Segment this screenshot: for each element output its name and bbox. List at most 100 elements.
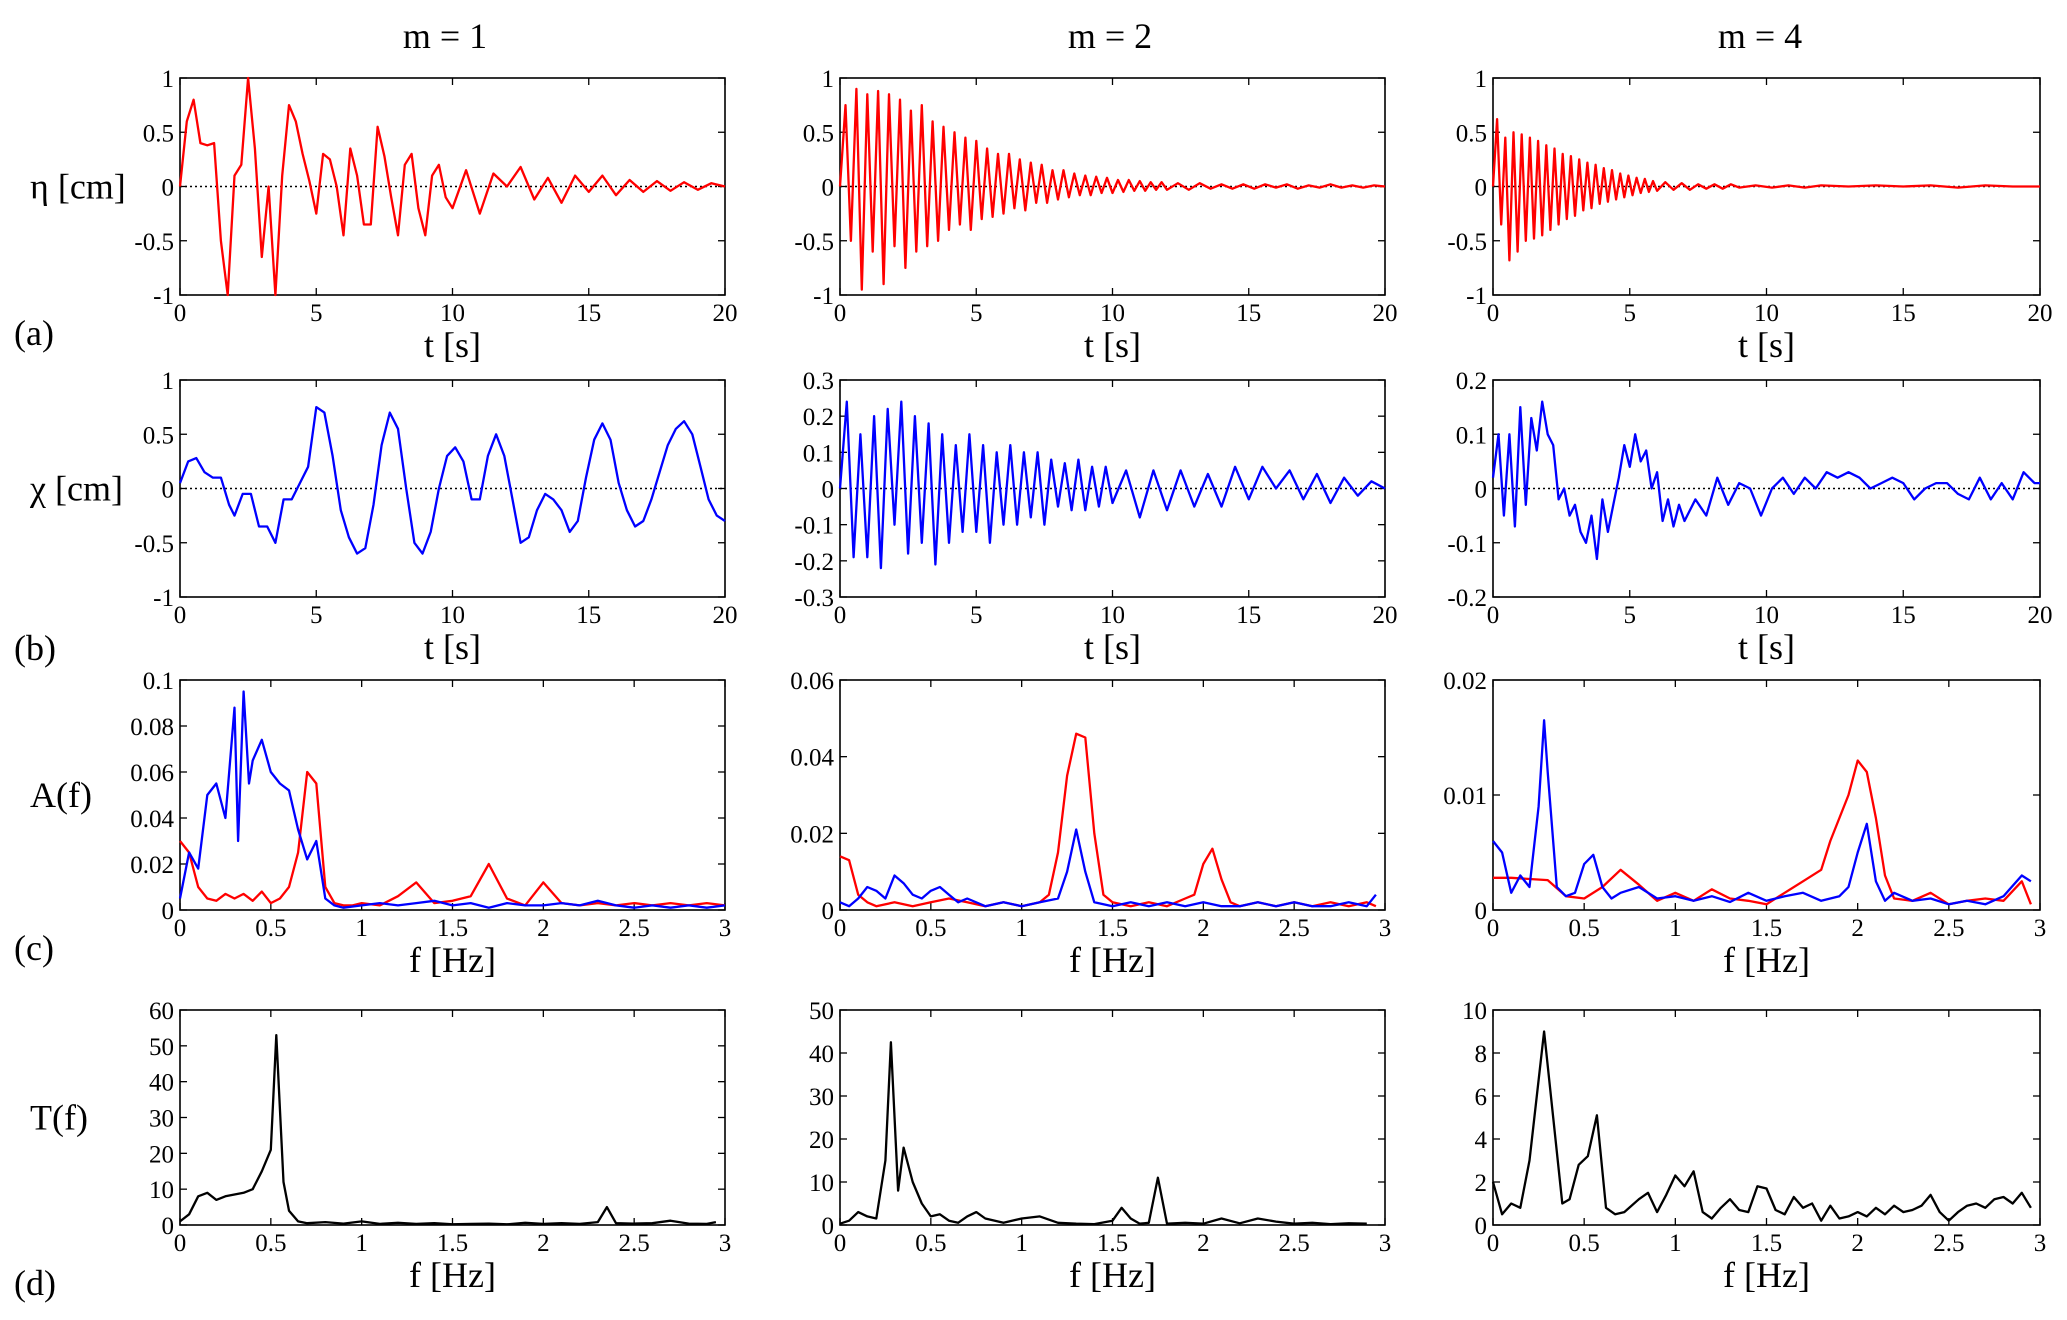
- x-tick-label: 5: [310, 602, 323, 629]
- y-tick-label: 1: [162, 368, 175, 395]
- y-tick-label: -0.5: [134, 229, 174, 256]
- x-tick-label: 1: [355, 915, 368, 942]
- x-tick-label: 2: [537, 915, 550, 942]
- x-tick-label: 0: [174, 1230, 187, 1257]
- x-tick-label: 5: [970, 300, 983, 327]
- x-tick-label: 0: [174, 602, 187, 629]
- x-tick-label: 10: [440, 300, 465, 327]
- x-tick-label: 0.5: [915, 1230, 946, 1257]
- x-tick-label: 20: [1373, 300, 1398, 327]
- series-line-χ: [838, 400, 1386, 570]
- y-tick-label: 0: [822, 477, 835, 504]
- series-line-T: [179, 1033, 717, 1226]
- row-label-b: (b): [14, 628, 56, 668]
- panel-a1: 0 5 10 15 20 -1 -0.5 0 0.5 1 t [s] η [cm]: [30, 66, 738, 365]
- x-tick-label: 15: [576, 602, 601, 629]
- y-tick-label: 0.01: [1443, 783, 1487, 810]
- y-tick-label: 0.02: [130, 852, 174, 879]
- x-axis-label: f [Hz]: [1723, 1255, 1810, 1295]
- x-tick-label: 5: [1624, 602, 1637, 629]
- y-tick-label: 0: [1475, 898, 1488, 925]
- series-line-χ: [1491, 400, 2040, 561]
- x-tick-label: 0: [834, 602, 847, 629]
- y-tick-label: -0.5: [1447, 229, 1487, 256]
- x-tick-label: 15: [1891, 300, 1916, 327]
- x-tick-label: 10: [1754, 300, 1779, 327]
- x-axis-label: f [Hz]: [409, 1255, 496, 1295]
- x-tick-label: 20: [2028, 300, 2053, 327]
- y-tick-label: 0.5: [1456, 120, 1487, 147]
- x-tick-label: 3: [2034, 915, 2047, 942]
- x-tick-label: 20: [713, 300, 738, 327]
- y-tick-label: 60: [149, 998, 174, 1025]
- plot-frame: [1492, 379, 2041, 598]
- x-axis-label: f [Hz]: [1069, 940, 1156, 980]
- panel-d3: 0 0.5 1 1.5 2 2.5 3 0 2 4 6 8 10 f [Hz]: [1462, 998, 2046, 1295]
- x-tick-label: 1.5: [1097, 915, 1128, 942]
- y-tick-label: 0: [1475, 477, 1488, 504]
- y-tick-label: 0: [162, 477, 175, 504]
- x-tick-label: 5: [970, 602, 983, 629]
- x-tick-label: 5: [310, 300, 323, 327]
- column-title-m1: m = 1: [403, 16, 487, 56]
- y-tick-label: 1: [162, 66, 175, 93]
- x-tick-label: 1.5: [1751, 1230, 1782, 1257]
- y-axis-label: T(f): [30, 1098, 88, 1138]
- x-tick-label: 0.5: [255, 1230, 286, 1257]
- y-tick-label: 0.08: [130, 714, 174, 741]
- x-tick-label: 1: [1015, 1230, 1028, 1257]
- y-tick-label: 20: [149, 1141, 174, 1168]
- panel-c1: 0 0.5 1 1.5 2 2.5 3 0 0.02 0.04 0.06 0.08 0.1 f [Hz] A…: [30, 668, 731, 980]
- row-label-c: (c): [14, 928, 54, 968]
- x-tick-label: 2.5: [1933, 1230, 1964, 1257]
- y-tick-label: 0.02: [790, 821, 834, 848]
- y-tick-label: 10: [1462, 998, 1487, 1025]
- panel-c3: 0 0.5 1 1.5 2 2.5 3 0 0.01 0.02 f [Hz]: [1443, 668, 2046, 980]
- y-tick-label: 2: [1475, 1170, 1488, 1197]
- y-tick-label: 0: [162, 175, 175, 202]
- y-tick-label: 50: [149, 1034, 174, 1061]
- y-axis-label: χ [cm]: [29, 469, 123, 509]
- series-line-η: [838, 87, 1386, 291]
- series-line-χ-spectrum: [839, 828, 1377, 908]
- series-line-η-spectrum: [179, 770, 726, 907]
- x-tick-label: 10: [1100, 602, 1125, 629]
- panel-b3: 0 5 10 15 20 -0.2 -0.1 0 0.1 0.2 t [s]: [1447, 368, 2052, 667]
- y-tick-label: 0.2: [803, 404, 834, 431]
- y-tick-label: 10: [149, 1177, 174, 1204]
- plot-frame: [839, 679, 1386, 911]
- x-tick-label: 10: [1100, 300, 1125, 327]
- y-tick-label: -0.1: [1447, 531, 1487, 558]
- x-tick-label: 2: [1197, 1230, 1210, 1257]
- x-tick-label: 0: [834, 1230, 847, 1257]
- x-tick-label: 3: [2034, 1230, 2047, 1257]
- plot-frame: [1492, 1009, 2041, 1226]
- series-line-η-spectrum: [1493, 759, 2032, 906]
- panel-a3: 0 5 10 15 20 -1 -0.5 0 0.5 1 t [s]: [1447, 66, 2052, 365]
- y-tick-label: 20: [809, 1127, 834, 1154]
- x-tick-label: 2: [1851, 915, 1864, 942]
- x-tick-label: 0.5: [1569, 915, 1600, 942]
- column-title-m2: m = 2: [1068, 16, 1152, 56]
- x-tick-label: 3: [719, 915, 732, 942]
- x-tick-label: 2.5: [1279, 1230, 1310, 1257]
- x-tick-label: 0: [174, 915, 187, 942]
- x-tick-label: 1.5: [437, 915, 468, 942]
- x-tick-label: 0: [1487, 300, 1500, 327]
- x-tick-label: 2.5: [619, 1230, 650, 1257]
- x-tick-label: 0: [1487, 915, 1500, 942]
- panel-a2: 0 5 10 15 20 -1 -0.5 0 0.5 1 t [s]: [794, 66, 1397, 365]
- x-tick-label: 0.5: [1569, 1230, 1600, 1257]
- x-axis-label: t [s]: [424, 325, 481, 365]
- plot-frame: [1492, 679, 2041, 911]
- y-tick-label: 0.3: [803, 368, 834, 395]
- x-tick-label: 0: [174, 300, 187, 327]
- x-tick-label: 15: [576, 300, 601, 327]
- y-tick-label: 10: [809, 1170, 834, 1197]
- y-tick-label: -0.2: [794, 549, 834, 576]
- x-axis-label: t [s]: [1084, 325, 1141, 365]
- plot-frame: [179, 1009, 726, 1226]
- y-tick-label: 0.2: [1456, 368, 1487, 395]
- y-tick-label: 0.1: [143, 668, 174, 695]
